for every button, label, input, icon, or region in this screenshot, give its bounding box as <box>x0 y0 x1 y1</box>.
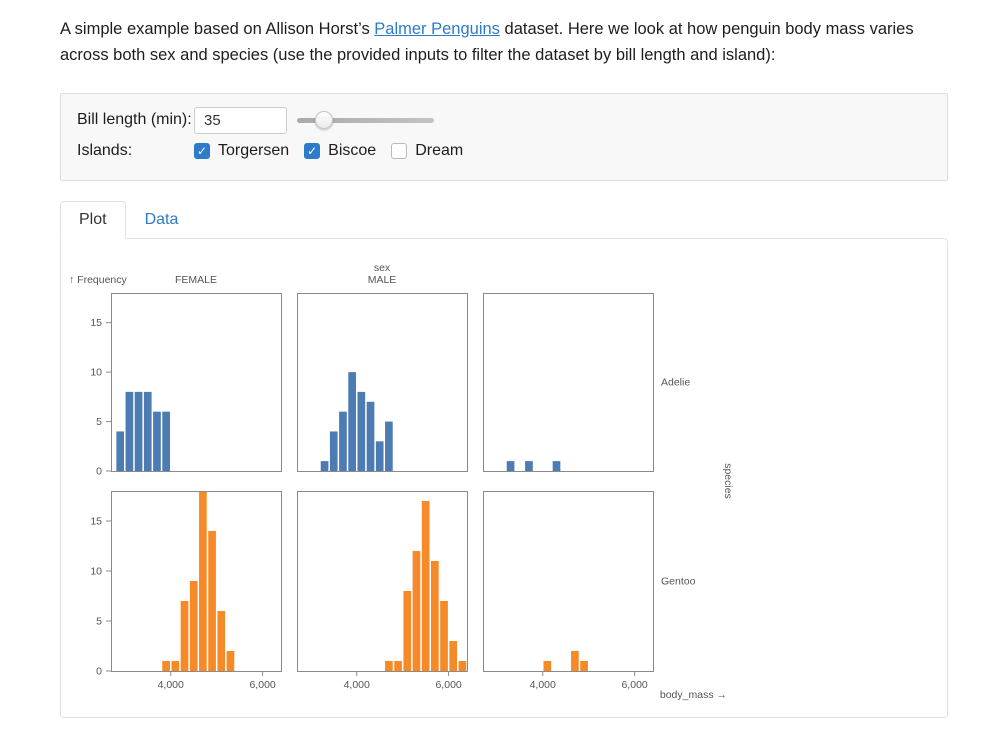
svg-text:6,000: 6,000 <box>435 679 461 691</box>
bill-length-input[interactable] <box>194 106 287 134</box>
svg-text:15: 15 <box>90 317 102 329</box>
svg-text:10: 10 <box>90 366 102 378</box>
svg-text:4,000: 4,000 <box>158 679 184 691</box>
page-container: A simple example based on Allison Horst’… <box>60 16 948 718</box>
svg-text:4,000: 4,000 <box>344 679 370 691</box>
islands-row: Islands: ✓ Torgersen ✓ Biscoe ✓ Dream <box>77 136 931 167</box>
islands-label: Islands: <box>77 142 133 160</box>
facet-histogram-chart: ↑ Frequency sex FEMALE MALE 0 5 10 15 0 5 10 15 4,00… <box>69 262 734 701</box>
intro-text-before: A simple example based on Allison Horst’… <box>60 20 375 38</box>
bill-length-label: Bill length (min): <box>77 111 192 129</box>
svg-text:species: species <box>722 463 734 499</box>
tab-bar: Plot Data <box>60 200 948 239</box>
checkbox-item-torgersen[interactable]: ✓ Torgersen <box>194 142 289 160</box>
svg-text:sex: sex <box>374 262 391 274</box>
tab-plot[interactable]: Plot <box>60 200 126 239</box>
svg-text:0: 0 <box>96 665 102 677</box>
islands-checkbox-group: ✓ Torgersen ✓ Biscoe ✓ Dream <box>194 142 478 160</box>
checkbox-item-dream[interactable]: ✓ Dream <box>391 142 463 160</box>
slider-thumb[interactable] <box>315 111 334 130</box>
svg-text:15: 15 <box>90 515 102 527</box>
svg-text:↑ Frequency: ↑ Frequency <box>69 274 128 286</box>
checkbox-icon[interactable]: ✓ <box>194 143 210 160</box>
palmer-penguins-link[interactable]: Palmer Penguins <box>374 20 500 38</box>
checkbox-label-dream: Dream <box>415 142 464 160</box>
svg-text:Adelie: Adelie <box>661 376 690 388</box>
svg-text:6,000: 6,000 <box>621 679 647 691</box>
svg-text:0: 0 <box>96 465 102 477</box>
tab-data[interactable]: Data <box>144 210 179 228</box>
svg-text:FEMALE: FEMALE <box>175 274 217 286</box>
svg-text:5: 5 <box>96 615 102 627</box>
checkbox-icon[interactable]: ✓ <box>391 143 408 160</box>
checkbox-label-torgersen: Torgersen <box>218 142 290 160</box>
bill-length-slider[interactable] <box>297 111 434 130</box>
svg-text:MALE: MALE <box>368 274 397 286</box>
filter-panel: Bill length (min): Islands: ✓ Torgersen … <box>60 92 948 181</box>
svg-text:10: 10 <box>90 565 102 577</box>
svg-text:Gentoo: Gentoo <box>661 575 696 587</box>
checkbox-label-biscoe: Biscoe <box>328 142 377 160</box>
intro-paragraph: A simple example based on Allison Horst’… <box>60 16 948 69</box>
bill-length-row: Bill length (min): <box>77 105 931 136</box>
svg-text:5: 5 <box>96 416 102 428</box>
checkbox-icon[interactable]: ✓ <box>304 143 321 160</box>
checkbox-item-biscoe[interactable]: ✓ Biscoe <box>304 142 376 160</box>
slider-track[interactable] <box>297 118 434 124</box>
svg-text:4,000: 4,000 <box>530 679 556 691</box>
intro-text-after: dataset. Here we look at how penguin bod… <box>60 20 914 65</box>
plot-card: ↑ Frequency sex FEMALE MALE 0 5 10 15 0 5 10 15 4,00… <box>60 237 948 718</box>
svg-text:6,000: 6,000 <box>249 679 275 691</box>
svg-text:body_mass →: body_mass → <box>660 689 727 701</box>
